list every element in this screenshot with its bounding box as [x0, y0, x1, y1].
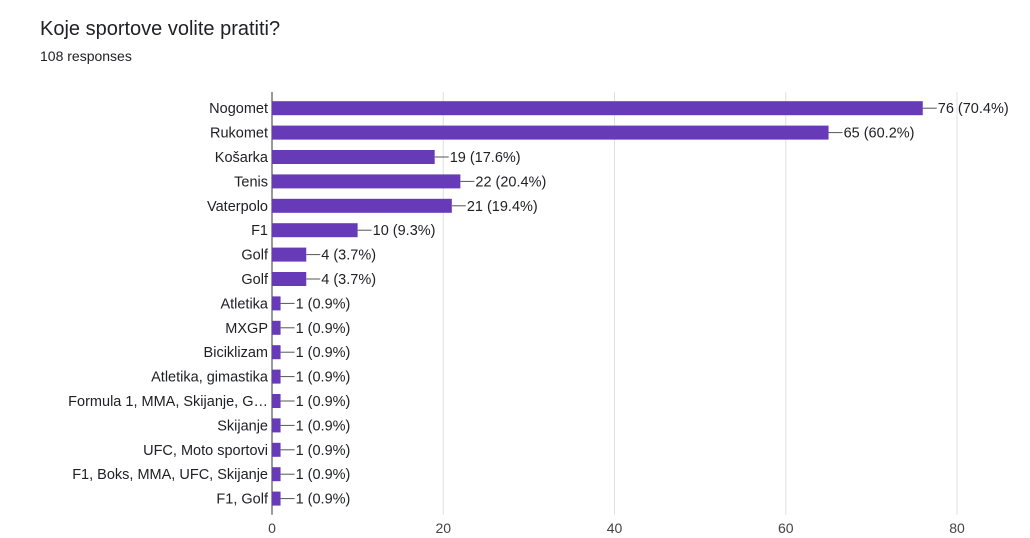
x-tick-label: 0: [268, 520, 276, 536]
data-label: 1 (0.9%): [296, 492, 351, 508]
bar: [272, 369, 281, 384]
bar: [272, 491, 281, 506]
bar: [272, 198, 452, 213]
category-label: F1, Boks, MMA, UFC, Skijanje: [72, 467, 268, 483]
category-label: Rukomet: [210, 126, 268, 142]
data-label: 21 (19.4%): [467, 199, 538, 215]
bar: [272, 442, 281, 457]
category-label: F1: [251, 223, 268, 239]
bar: [272, 296, 281, 311]
chart-title: Koje sportove volite pratiti?: [40, 18, 281, 40]
data-label: 1 (0.9%): [296, 418, 351, 434]
data-label: 1 (0.9%): [296, 394, 351, 410]
bar: [272, 150, 435, 164]
bar: [272, 345, 281, 360]
bar: [272, 467, 281, 482]
category-label: MXGP: [225, 321, 268, 337]
bar: [272, 320, 281, 335]
data-label: 1 (0.9%): [296, 370, 351, 386]
data-label: 19 (17.6%): [450, 150, 521, 166]
bar: [272, 247, 307, 262]
data-label: 1 (0.9%): [296, 443, 351, 459]
data-label: 22 (20.4%): [475, 174, 546, 190]
category-label: Biciklizam: [204, 345, 268, 361]
category-label: Golf: [241, 272, 269, 288]
bar: [272, 101, 923, 116]
category-label: Atletika, gimastika: [151, 370, 269, 386]
bar: [272, 394, 281, 408]
data-label: 76 (70.4%): [938, 101, 1009, 117]
data-label: 10 (9.3%): [373, 223, 436, 239]
x-tick-label: 20: [435, 520, 451, 536]
bar: [272, 418, 281, 433]
category-label: Atletika: [220, 296, 268, 312]
data-label: 4 (3.7%): [321, 272, 376, 288]
category-label: Nogomet: [209, 101, 268, 117]
data-label: 1 (0.9%): [296, 467, 351, 483]
bar: [272, 125, 829, 140]
category-label: Golf: [241, 248, 269, 264]
bar: [272, 174, 461, 189]
category-label: UFC, Moto sportovi: [143, 443, 268, 459]
data-label: 1 (0.9%): [296, 345, 351, 361]
x-tick-label: 80: [949, 520, 965, 536]
data-label: 1 (0.9%): [296, 321, 351, 337]
data-label: 1 (0.9%): [296, 296, 351, 312]
bar: [272, 223, 358, 238]
category-label: Formula 1, MMA, Skijanje, G…: [68, 394, 268, 410]
x-tick-label: 40: [607, 520, 623, 536]
category-label: Vaterpolo: [207, 199, 268, 215]
data-label: 4 (3.7%): [321, 248, 376, 264]
data-label: 65 (60.2%): [844, 126, 915, 142]
category-label: Tenis: [234, 174, 268, 190]
x-tick-label: 60: [778, 520, 794, 536]
bar: [272, 272, 307, 286]
category-label: Skijanje: [217, 418, 268, 434]
category-label: F1, Golf: [216, 492, 269, 508]
response-count: 108 responses: [40, 48, 132, 64]
category-label: Košarka: [215, 150, 269, 166]
